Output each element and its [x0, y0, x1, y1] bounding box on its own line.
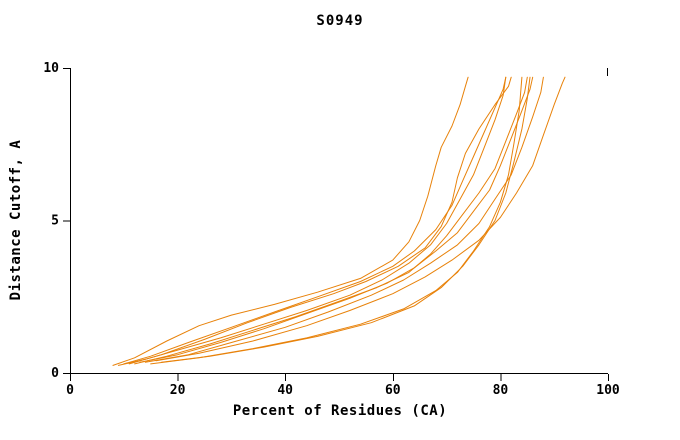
series-line-1 — [112, 76, 469, 366]
axis-frame — [70, 68, 608, 374]
chart-title: S0949 — [316, 13, 364, 29]
x-tick-label: 0 — [66, 383, 74, 398]
x-tick-label: 40 — [277, 383, 293, 398]
series-line-6 — [155, 76, 566, 362]
x-tick-label: 20 — [170, 383, 186, 398]
x-axis-label: Percent of Residues (CA) — [232, 403, 448, 419]
series-line-7 — [150, 76, 523, 365]
x-tick-label: 80 — [493, 383, 509, 398]
series-line-3 — [134, 76, 528, 365]
y-tick-label: 10 — [43, 61, 59, 76]
y-tick-label: 5 — [51, 214, 59, 229]
series-line-2 — [123, 76, 507, 365]
x-tick-label: 100 — [596, 383, 620, 398]
series-line-8 — [161, 76, 531, 363]
series-line-10 — [128, 76, 512, 365]
x-tick-label: 60 — [385, 383, 401, 398]
series-line-5 — [144, 76, 544, 363]
series-line-9 — [117, 76, 507, 366]
y-tick-label: 0 — [51, 366, 59, 381]
series-line-4 — [139, 76, 534, 363]
